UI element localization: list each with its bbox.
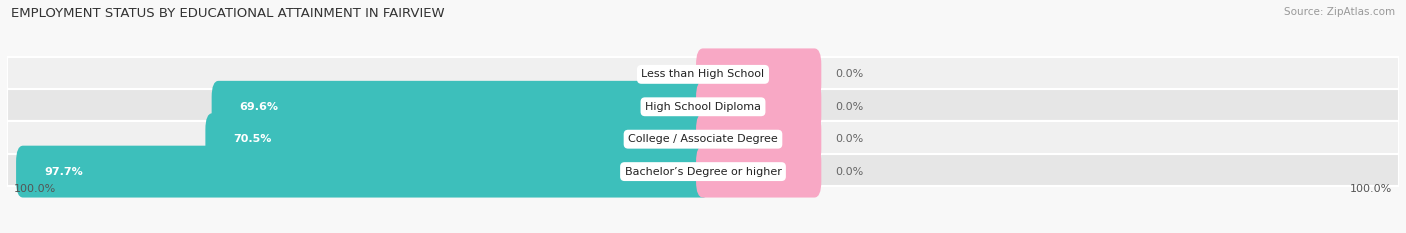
Text: 69.6%: 69.6% [239, 102, 278, 112]
FancyBboxPatch shape [212, 81, 710, 133]
FancyBboxPatch shape [696, 113, 821, 165]
FancyBboxPatch shape [696, 146, 821, 198]
Text: 100.0%: 100.0% [14, 185, 56, 195]
Text: Source: ZipAtlas.com: Source: ZipAtlas.com [1284, 7, 1395, 17]
FancyBboxPatch shape [15, 146, 710, 198]
FancyBboxPatch shape [7, 89, 1399, 121]
Text: 0.0%: 0.0% [654, 69, 682, 79]
FancyBboxPatch shape [7, 121, 1399, 154]
FancyBboxPatch shape [7, 57, 1399, 89]
Text: 0.0%: 0.0% [835, 102, 863, 112]
Text: 100.0%: 100.0% [1350, 185, 1392, 195]
FancyBboxPatch shape [696, 81, 821, 133]
Text: Less than High School: Less than High School [641, 69, 765, 79]
FancyBboxPatch shape [205, 113, 710, 165]
Text: High School Diploma: High School Diploma [645, 102, 761, 112]
Text: College / Associate Degree: College / Associate Degree [628, 134, 778, 144]
Text: 0.0%: 0.0% [835, 167, 863, 177]
FancyBboxPatch shape [696, 48, 821, 100]
Text: Bachelor’s Degree or higher: Bachelor’s Degree or higher [624, 167, 782, 177]
Text: 70.5%: 70.5% [233, 134, 271, 144]
Text: 97.7%: 97.7% [44, 167, 83, 177]
FancyBboxPatch shape [7, 154, 1399, 186]
Text: 0.0%: 0.0% [835, 134, 863, 144]
Text: 0.0%: 0.0% [835, 69, 863, 79]
Text: EMPLOYMENT STATUS BY EDUCATIONAL ATTAINMENT IN FAIRVIEW: EMPLOYMENT STATUS BY EDUCATIONAL ATTAINM… [11, 7, 444, 20]
